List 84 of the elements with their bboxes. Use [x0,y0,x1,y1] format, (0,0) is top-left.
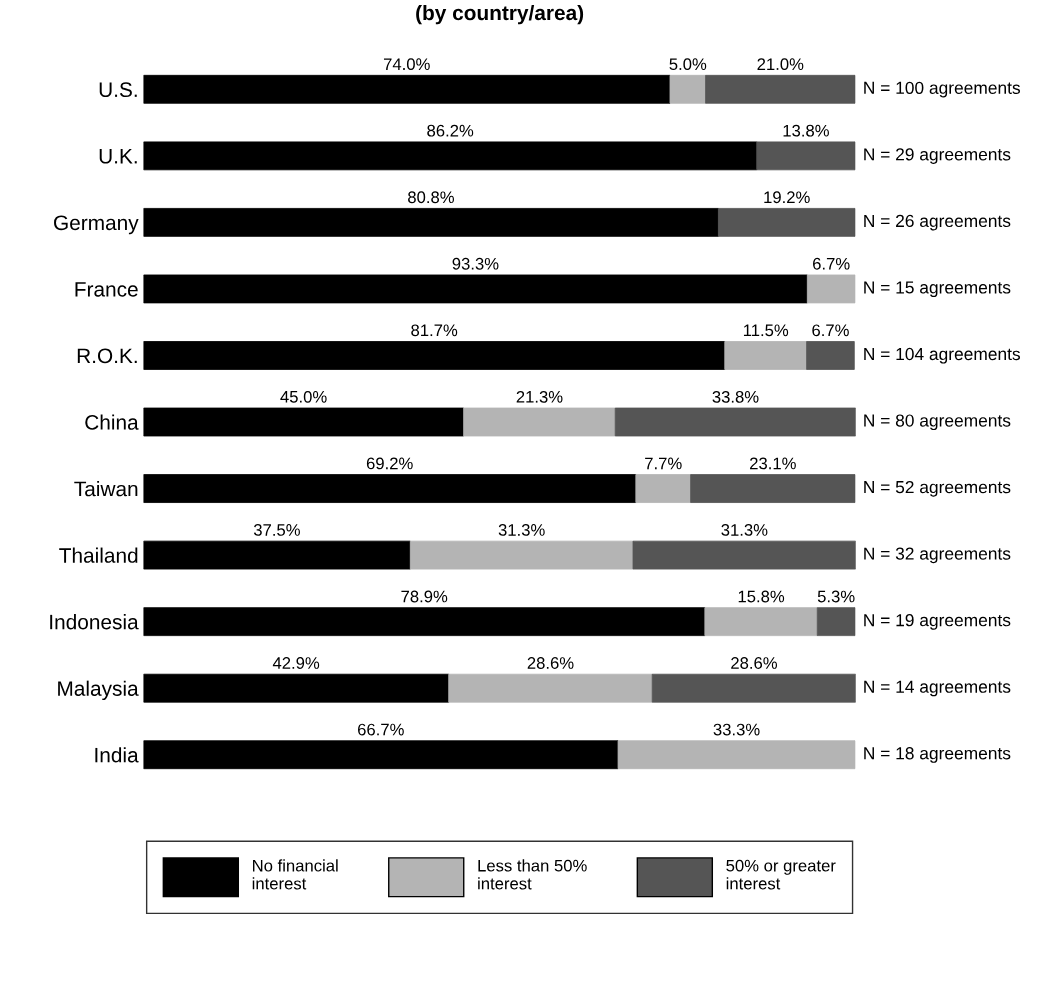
data-label: 74.0% [383,58,430,71]
bar [816,607,856,637]
data-label: 23.1% [750,457,796,470]
bar [143,740,619,770]
bar [143,274,808,304]
data-label: 15.8% [738,590,785,603]
data-label: 33.3% [713,723,760,736]
text: N = 52 agreements [864,480,1011,497]
data-label: 13.8% [783,124,829,137]
y-tick-label: China [85,414,139,430]
bar [143,407,465,437]
bar [143,74,671,104]
text: N = 18 agreements [864,747,1011,763]
legend-label: Less than 50% interest [478,859,587,890]
bar [704,607,818,637]
text: N = 15 agreements [864,281,1011,298]
bar [448,673,653,703]
data-label: 93.3% [452,257,499,270]
bar [143,607,706,637]
bar [143,208,719,237]
bar [724,341,808,370]
data-label: 69.2% [366,457,413,470]
data-label: 5.0% [669,58,707,71]
data-label: 78.9% [401,590,448,603]
y-tick-label: France [75,282,138,297]
bar [463,407,616,437]
data-label: 7.7% [645,457,682,470]
text: N = 100 agreements [864,81,1020,98]
y-tick-label: Taiwan [74,481,138,497]
text: N = 19 agreements [864,614,1011,630]
text: N = 80 agreements [864,414,1011,431]
y-tick-label: Thailand [59,547,138,563]
y-tick-label: Malaysia [58,680,139,701]
bar [614,407,856,437]
bar [143,141,758,171]
chart-title: (by country/area) [416,4,584,25]
bar [409,540,634,570]
data-label: 66.7% [358,723,404,736]
text: N = 29 agreements [864,148,1011,164]
bar [806,274,856,304]
y-tick-label: India [95,747,139,763]
data-label: 31.3% [721,524,768,536]
bar [143,540,411,570]
data-label: 28.6% [527,657,574,669]
data-label: 33.8% [712,390,759,403]
data-label: 11.5% [743,324,789,337]
data-label: 42.9% [272,657,320,669]
data-label: 6.7% [813,257,850,270]
data-label: 21.0% [757,58,804,71]
bar [143,474,637,503]
data-label: 31.3% [498,524,545,536]
data-label: 6.7% [812,324,849,337]
data-label: 81.7% [411,324,458,337]
bar [635,474,692,503]
bar [143,673,450,703]
data-label: 80.8% [408,191,454,204]
legend-label: 50% or greater interest [726,859,836,890]
bar [669,74,707,104]
bar [756,141,856,171]
text: N = 32 agreements [864,547,1011,564]
y-tick-label: Indonesia [50,614,139,630]
y-tick-label: U.S. [99,82,137,98]
bar [651,673,856,703]
bar [143,341,726,370]
data-label: 45.0% [280,390,327,403]
bar [717,208,856,237]
bar [806,341,855,370]
y-tick-label: Germany [54,215,139,235]
text: N = 14 agreements [864,680,1011,697]
text: N = 26 agreements [864,214,1011,231]
data-label: 21.3% [516,390,563,403]
data-label: 37.5% [253,524,300,536]
y-tick-label: U.K. [99,149,137,164]
data-label: 19.2% [764,191,810,204]
bar [705,74,856,104]
data-label: 28.6% [731,657,778,669]
text: N = 104 agreements [864,347,1020,364]
bar [690,474,856,503]
legend-label: No financial interest [252,859,338,890]
y-tick-label: R.O.K. [77,348,137,364]
bar [632,540,856,570]
bar [617,740,856,770]
data-label: 5.3% [817,590,855,603]
data-label: 86.2% [427,124,474,137]
